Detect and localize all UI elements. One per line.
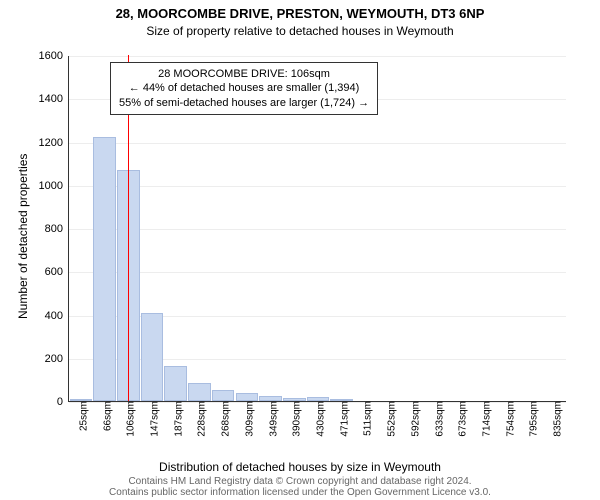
x-tick-label: 25sqm <box>72 401 89 431</box>
bar <box>164 366 187 401</box>
y-axis-label: Number of detached properties <box>16 154 30 319</box>
x-tick-label: 309sqm <box>238 401 255 437</box>
x-tick-label: 673sqm <box>452 401 469 437</box>
gridline <box>69 143 566 144</box>
bar <box>141 313 164 401</box>
x-tick-label: 268sqm <box>215 401 232 437</box>
y-tick-label: 1400 <box>39 93 69 105</box>
x-tick-label: 66sqm <box>96 401 113 431</box>
x-tick-label: 349sqm <box>262 401 279 437</box>
x-tick-label: 714sqm <box>476 401 493 437</box>
bar <box>236 393 259 401</box>
x-tick-label: 795sqm <box>523 401 540 437</box>
x-tick-label: 147sqm <box>144 401 161 437</box>
chart-subtitle: Size of property relative to detached ho… <box>0 24 600 38</box>
annotation-box: 28 MOORCOMBE DRIVE: 106sqm← 44% of detac… <box>110 62 378 115</box>
y-tick-label: 1200 <box>39 137 69 149</box>
gridline <box>69 56 566 57</box>
x-tick-label: 187sqm <box>167 401 184 437</box>
x-tick-label: 511sqm <box>357 401 374 436</box>
x-tick-label: 835sqm <box>547 401 564 437</box>
x-tick-label: 430sqm <box>310 401 327 437</box>
bar <box>188 383 211 401</box>
chart-footer: Contains HM Land Registry data © Crown c… <box>0 476 600 498</box>
x-tick-label: 228sqm <box>191 401 208 437</box>
y-tick-label: 200 <box>45 353 69 365</box>
y-tick-label: 800 <box>45 223 69 235</box>
gridline <box>69 229 566 230</box>
bar <box>93 137 116 401</box>
chart-container: { "title": { "text": "28, MOORCOMBE DRIV… <box>0 0 600 500</box>
chart-title: 28, MOORCOMBE DRIVE, PRESTON, WEYMOUTH, … <box>0 6 600 21</box>
bar <box>212 390 235 401</box>
x-tick-label: 390sqm <box>286 401 303 437</box>
y-tick-label: 1600 <box>39 50 69 62</box>
y-tick-label: 400 <box>45 310 69 322</box>
x-tick-label: 592sqm <box>404 401 421 437</box>
x-tick-label: 633sqm <box>428 401 445 437</box>
x-tick-label: 471sqm <box>333 401 350 437</box>
x-tick-label: 552sqm <box>381 401 398 437</box>
y-tick-label: 0 <box>57 396 69 408</box>
x-tick-label: 754sqm <box>499 401 516 437</box>
y-tick-label: 600 <box>45 266 69 278</box>
x-tick-label: 106sqm <box>120 401 137 437</box>
gridline <box>69 186 566 187</box>
y-tick-label: 1000 <box>39 180 69 192</box>
x-axis-label: Distribution of detached houses by size … <box>0 460 600 474</box>
gridline <box>69 272 566 273</box>
